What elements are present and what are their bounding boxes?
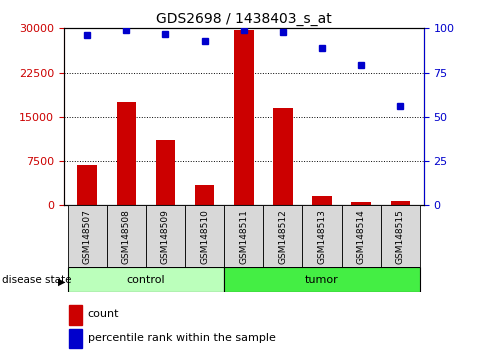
Bar — [224, 205, 263, 267]
Bar — [107, 205, 146, 267]
Bar — [77, 165, 97, 205]
Text: control: control — [126, 275, 165, 285]
Bar — [185, 205, 224, 267]
Text: GSM148511: GSM148511 — [239, 209, 248, 264]
Text: GSM148509: GSM148509 — [161, 209, 170, 264]
Text: ▶: ▶ — [58, 276, 65, 286]
Text: GSM148512: GSM148512 — [278, 209, 288, 264]
Text: GSM148507: GSM148507 — [83, 209, 92, 264]
Text: disease state: disease state — [2, 275, 72, 285]
Text: GSM148510: GSM148510 — [200, 209, 209, 264]
Bar — [146, 205, 185, 267]
Bar — [234, 29, 253, 205]
Text: count: count — [88, 309, 119, 319]
Bar — [117, 102, 136, 205]
Bar — [342, 205, 381, 267]
Bar — [224, 267, 420, 292]
Bar — [351, 202, 371, 205]
Text: GSM148515: GSM148515 — [396, 209, 405, 264]
Text: tumor: tumor — [305, 275, 339, 285]
Bar — [381, 205, 420, 267]
Bar — [69, 305, 82, 325]
Text: GSM148514: GSM148514 — [357, 209, 366, 264]
Bar — [69, 329, 82, 348]
Bar — [273, 108, 293, 205]
Text: GSM148508: GSM148508 — [122, 209, 131, 264]
Bar — [302, 205, 342, 267]
Bar — [195, 185, 215, 205]
Text: GSM148513: GSM148513 — [318, 209, 326, 264]
Bar — [68, 267, 224, 292]
Text: percentile rank within the sample: percentile rank within the sample — [88, 333, 275, 343]
Bar — [68, 205, 107, 267]
Title: GDS2698 / 1438403_s_at: GDS2698 / 1438403_s_at — [156, 12, 332, 26]
Bar — [391, 201, 410, 205]
Bar — [263, 205, 302, 267]
Bar — [312, 196, 332, 205]
Bar — [156, 141, 175, 205]
